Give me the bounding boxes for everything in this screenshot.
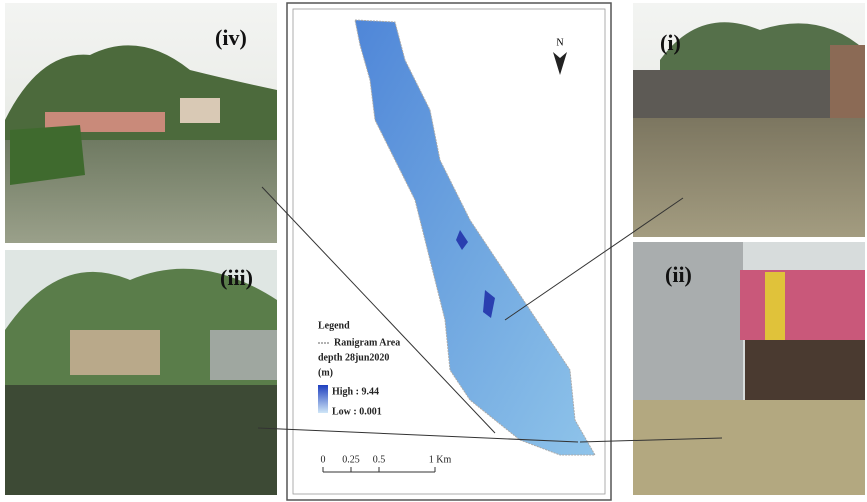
- scale-label: 1 Km: [429, 454, 452, 465]
- photo-iv: (iv): [5, 3, 277, 243]
- photo-label: (i): [660, 30, 681, 55]
- map-panel: N Legend Ranigram Area depth 28jun2020 (…: [287, 3, 611, 500]
- legend-item: Ranigram Area: [334, 337, 400, 348]
- legend-high: High : 9.44: [332, 386, 379, 397]
- photo-label: (iv): [215, 25, 247, 50]
- scale-label: 0.5: [373, 454, 386, 465]
- photo-label: (iii): [220, 265, 253, 290]
- photo-iii: (iii): [5, 250, 277, 495]
- photo-label: (ii): [665, 262, 692, 287]
- legend-item: (m): [318, 367, 333, 378]
- photo-ii: (ii): [633, 242, 865, 495]
- scale-label: 0.25: [342, 454, 360, 465]
- scale-label: 0: [321, 454, 326, 465]
- photo-i: (i): [633, 3, 865, 237]
- legend-title: Legend: [318, 320, 350, 331]
- north-label: N: [556, 37, 563, 48]
- figure: (iv) (iii) (i) (ii) N: [0, 0, 867, 502]
- legend-item: depth 28jun2020: [318, 352, 389, 363]
- legend-low: Low : 0.001: [332, 406, 382, 417]
